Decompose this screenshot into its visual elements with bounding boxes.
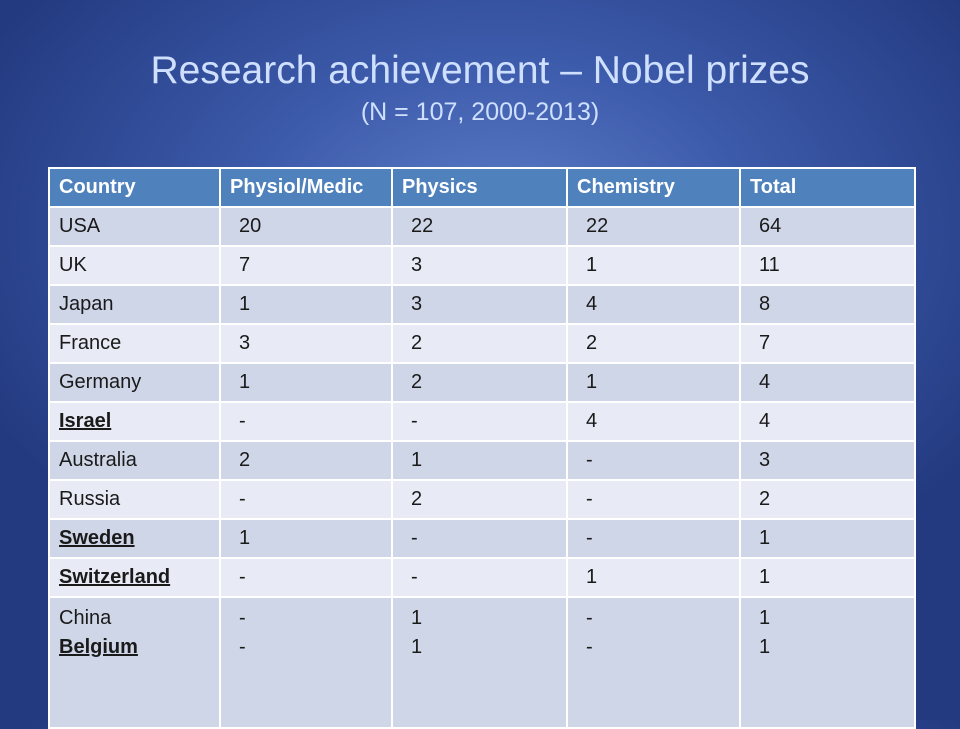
country-name: UK (59, 254, 87, 276)
physiol-medic-cell: - (219, 401, 393, 442)
physiol-medic-cell: -- (219, 596, 393, 729)
physiol-medic-cell: - (219, 557, 393, 598)
country-name: Belgium (59, 636, 138, 658)
cell-value: 1 (411, 636, 423, 658)
physics-cell: 1 (391, 440, 568, 481)
slide-subtitle: (N = 107, 2000-2013) (360, 98, 600, 126)
physics-cell: 2 (391, 323, 568, 364)
country-cell: Germany (48, 362, 221, 403)
physiol-medic-cell: 2 (219, 440, 393, 481)
physiol-medic-cell: 1 (219, 518, 393, 559)
header-country: Country (48, 167, 221, 208)
country-cell: UK (48, 245, 221, 286)
chemistry-cell: -- (566, 596, 741, 729)
chemistry-cell: - (566, 440, 741, 481)
total-cell: 2 (739, 479, 916, 520)
country-cell: Australia (48, 440, 221, 481)
header-physiol-medic: Physiol/Medic (219, 167, 393, 208)
country-name: Australia (59, 449, 137, 471)
country-cell: Japan (48, 284, 221, 325)
physics-cell: 3 (391, 245, 568, 286)
physics-cell: - (391, 557, 568, 598)
physiol-medic-cell: 1 (219, 284, 393, 325)
country-cell: Russia (48, 479, 221, 520)
physics-cell: 22 (391, 206, 568, 247)
cell-value: - (586, 607, 593, 629)
table-row: USA 20 22 22 64 (48, 206, 916, 247)
physiol-medic-cell: 1 (219, 362, 393, 403)
country-cell: China Belgium (48, 596, 221, 729)
table-row: Israel - -4 4 (48, 401, 916, 442)
table-body: USA 20 22 22 64 UK 7 3 1 11 Japan 1 3 4 8 France 3 2 2 7 Ger… (48, 206, 916, 729)
physics-cell: 2 (391, 479, 568, 520)
chemistry-cell: 1 (566, 557, 741, 598)
total-cell: 4 (739, 362, 916, 403)
cell-value: 1 (759, 607, 771, 629)
chemistry-cell: - (566, 479, 741, 520)
table-row: France 3 2 2 7 (48, 323, 916, 364)
nobel-prizes-table: Country Physiol/Medic Physics Chemistry … (48, 167, 916, 729)
chemistry-cell: 2 (566, 323, 741, 364)
country-name: France (59, 332, 122, 354)
total-cell: 3 (739, 440, 916, 481)
country-name: USA (59, 215, 101, 237)
table-header-row: Country Physiol/Medic Physics Chemistry … (48, 167, 916, 208)
chemistry-cell: - (566, 518, 741, 559)
total-cell: 1 (739, 557, 916, 598)
country-cell: France (48, 323, 221, 364)
cell-value: - (239, 636, 246, 658)
chemistry-cell: 4 (566, 284, 741, 325)
cell-value: - (239, 607, 246, 629)
cell-value: 1 (411, 607, 423, 629)
chemistry-cell: 4 (566, 401, 741, 442)
cell-value: - (586, 636, 593, 658)
total-cell: 64 (739, 206, 916, 247)
country-cell: Israel (48, 401, 221, 442)
country-name: Israel (59, 410, 112, 432)
total-cell: 1 (739, 518, 916, 559)
country-name: Japan (59, 293, 114, 315)
physiol-medic-cell: - (219, 479, 393, 520)
table-row: Germany 1 2 1 4 (48, 362, 916, 403)
header-physics: Physics (391, 167, 568, 208)
slide-title: Research achievement – Nobel prizes (150, 49, 810, 92)
table-row: Switzerland - -1 1 (48, 557, 916, 598)
chemistry-cell: 1 (566, 362, 741, 403)
physiol-medic-cell: 20 (219, 206, 393, 247)
physics-cell: 2 (391, 362, 568, 403)
total-cell: 11 (739, 245, 916, 286)
physics-cell: - (391, 401, 568, 442)
header-chemistry: Chemistry (566, 167, 741, 208)
country-name: Sweden (59, 527, 135, 549)
table-row: Russia -2-2 (48, 479, 916, 520)
table-row: Sweden 1- -1 (48, 518, 916, 559)
country-cell: Sweden (48, 518, 221, 559)
cell-value: 1 (759, 636, 771, 658)
country-cell: USA (48, 206, 221, 247)
total-cell: 4 (739, 401, 916, 442)
country-cell: Switzerland (48, 557, 221, 598)
table-row: Australia 2 1-3 (48, 440, 916, 481)
country-name: Germany (59, 371, 142, 393)
physics-cell: 3 (391, 284, 568, 325)
header-total: Total (739, 167, 916, 208)
table-row: Japan 1 3 4 8 (48, 284, 916, 325)
physics-cell: - (391, 518, 568, 559)
total-cell: 7 (739, 323, 916, 364)
table-row: China Belgium - -1 1- -1 1 (48, 596, 916, 729)
country-name: Switzerland (59, 566, 171, 588)
chemistry-cell: 1 (566, 245, 741, 286)
country-name: Russia (59, 488, 121, 510)
total-cell: 8 (739, 284, 916, 325)
chemistry-cell: 22 (566, 206, 741, 247)
table-row: UK 7 3 1 11 (48, 245, 916, 286)
country-name: China (59, 607, 112, 629)
physiol-medic-cell: 3 (219, 323, 393, 364)
physiol-medic-cell: 7 (219, 245, 393, 286)
